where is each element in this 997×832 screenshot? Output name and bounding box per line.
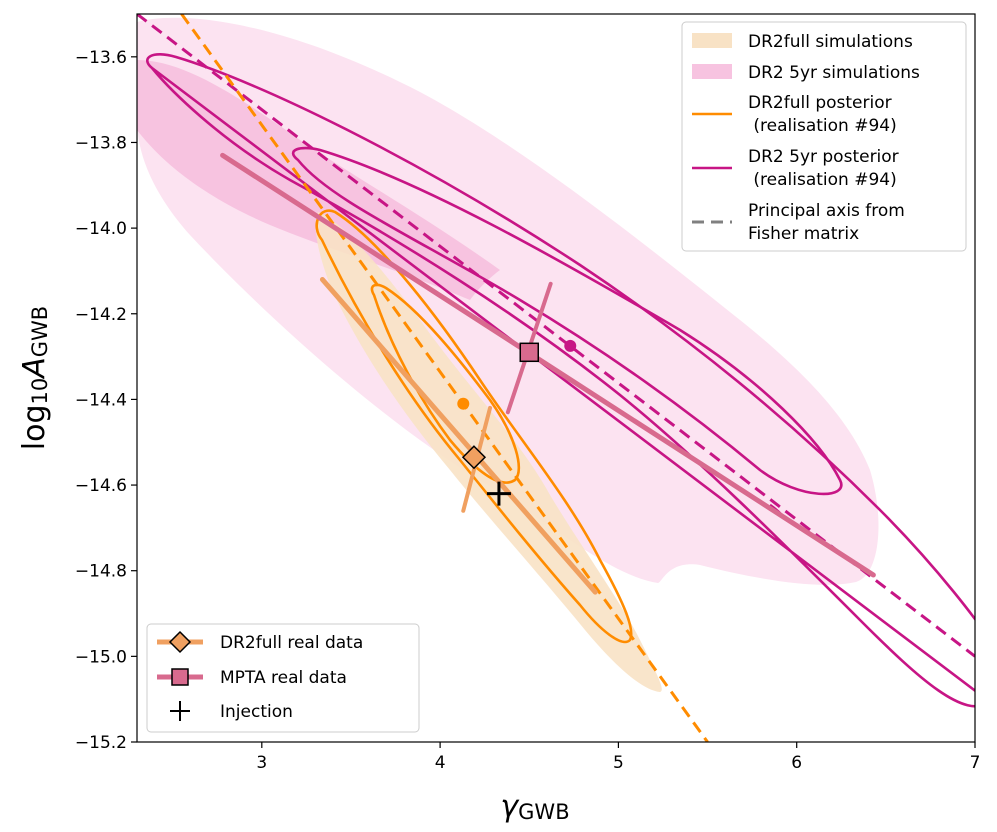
mpta-real-data-major-axis [220, 152, 876, 578]
legend-label-dr2full-posterior: DR2full posterior [748, 93, 892, 113]
plot-area [137, 14, 975, 742]
legend-bottom-left: DR2full real data MPTA real data Injecti… [146, 623, 420, 733]
dr2-5yr-posterior-mean-point [564, 339, 577, 352]
legend-top-right: DR2full simulations DR2 5yr simulations … [681, 21, 967, 252]
dr2full-real-data-marker [461, 445, 487, 470]
x-tick-label: 5 [613, 753, 624, 773]
dr2-5yr-posterior-contours [146, 53, 975, 708]
y-tick-label: −14.6 [75, 476, 127, 496]
injection-marker [486, 481, 511, 506]
legend-swatch-dr2full-real-marker [168, 630, 192, 654]
y-tick-label: −14.0 [75, 219, 127, 239]
legend-label-dr2-5yr-posterior-line2: (realisation #94) [748, 170, 897, 190]
y-tick-label: −14.4 [75, 390, 127, 410]
y-tick-label: −14.8 [75, 562, 127, 582]
plot-frame [136, 13, 976, 743]
legend-label-dr2full-sim: DR2full simulations [748, 32, 913, 52]
mpta-real-data-marker [519, 342, 540, 363]
legend-label-principal-axis-line2: Fisher matrix [748, 224, 859, 244]
dr2full-principal-axis-line [180, 14, 709, 742]
legend-label-dr2full-real: DR2full real data [220, 633, 363, 653]
legend-label-injection: Injection [220, 702, 293, 722]
x-tick-label: 3 [256, 753, 267, 773]
legend-swatch-dr2full-sim [692, 33, 732, 48]
dr2-5yr-posterior-inner-contour [291, 146, 843, 496]
y-axis-ticks: −15.2 −15.0 −14.8 −14.6 −14.4 −14.2 −14.0 −13.8… [75, 48, 137, 753]
y-tick-label: −13.8 [75, 133, 127, 153]
x-axis-label: γGWB [500, 789, 569, 824]
legend-label-dr2full-posterior-line2: (realisation #94) [748, 116, 897, 136]
y-tick-label: −13.6 [75, 48, 127, 68]
x-tick-label: 6 [791, 753, 802, 773]
legend-label-principal-axis: Principal axis from [748, 201, 905, 221]
dr2full-posterior-mean-point [457, 397, 470, 410]
x-axis-ticks: 3 4 5 6 7 [256, 742, 980, 773]
legend-label-dr2-5yr-posterior: DR2 5yr posterior [748, 147, 899, 167]
x-tick-label: 4 [435, 753, 446, 773]
dr2full-posterior-inner-contour [370, 283, 521, 484]
y-tick-label: −15.2 [75, 733, 127, 753]
legend-bottom-left-box [146, 623, 420, 733]
dr2-5yr-posterior-outer-contour [146, 53, 975, 708]
legend-swatch-dr2-5yr-sim [692, 64, 732, 79]
legend-label-dr2-5yr-sim: DR2 5yr simulations [748, 63, 920, 83]
legend-label-mpta-real: MPTA real data [220, 668, 347, 688]
x-tick-label: 7 [970, 753, 981, 773]
y-axis-label: log10AGWB [17, 306, 52, 450]
legend-swatch-mpta-real-marker [171, 668, 189, 686]
legend-top-right-box [681, 21, 967, 252]
y-tick-label: −15.0 [75, 647, 127, 667]
y-tick-label: −14.2 [75, 305, 127, 325]
dr2full-real-data-major-axis [319, 277, 598, 595]
